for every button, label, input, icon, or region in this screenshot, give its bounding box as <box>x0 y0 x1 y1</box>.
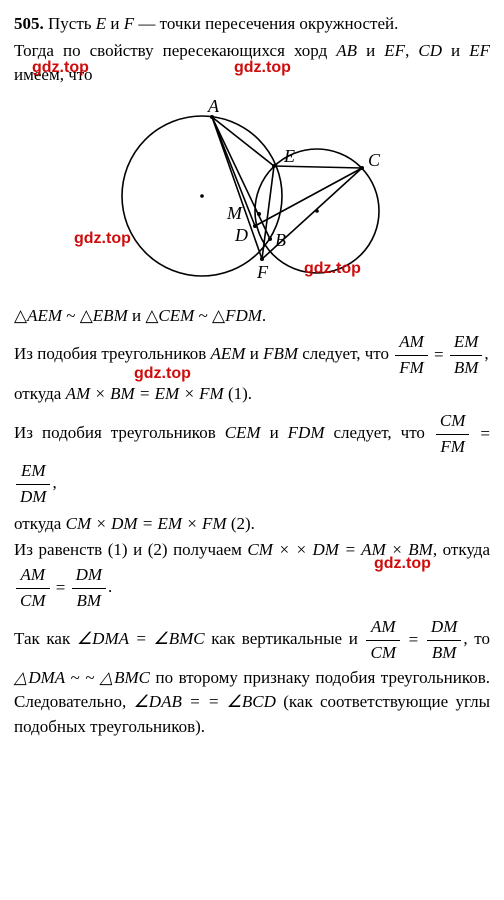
text: Пусть <box>48 14 96 33</box>
line-2: Тогда по свойству пересекающихся хорд AB… <box>14 39 490 88</box>
num: AM <box>366 615 400 641</box>
num: AM <box>16 563 50 589</box>
fraction: AMFM <box>395 330 428 380</box>
p2: Из подобия треугольников AEM и FBM следу… <box>14 330 490 380</box>
den: BM <box>427 641 461 666</box>
fraction: EMDM <box>16 459 50 509</box>
text: Тогда по свойству пересекающихся хорд <box>14 41 336 60</box>
tri-FBM: FBM <box>263 344 298 363</box>
angle: ∠DAB = <box>134 692 201 711</box>
text: Из равенств (1) и (2) получаем <box>14 540 247 559</box>
tri: △ <box>80 306 93 325</box>
text: Из подобия треугольников <box>14 344 211 363</box>
den: CM <box>16 589 50 614</box>
den: FM <box>395 356 428 381</box>
seg-AB: AB <box>336 41 357 60</box>
problem-number: 505. <box>14 14 44 33</box>
label-E: E <box>283 146 295 166</box>
p7: Так как ∠DMA = ∠BMC как вертикальные и A… <box>14 615 490 739</box>
den: FM <box>436 435 470 460</box>
label-A: A <box>207 96 220 116</box>
var-F: F <box>124 14 134 33</box>
diagram: A E C M D B F <box>14 96 490 294</box>
num: DM <box>427 615 461 641</box>
text: Так как <box>14 629 77 648</box>
text: и <box>261 423 288 442</box>
fraction: DMBM <box>72 563 106 613</box>
text: следует, что <box>298 344 393 363</box>
text: △ <box>14 306 27 325</box>
text: , то <box>463 629 490 648</box>
label-C: C <box>368 150 381 170</box>
text: (2). <box>227 514 255 533</box>
seg-CD: CD <box>418 41 442 60</box>
num: CM <box>436 409 470 435</box>
similarity-line: △AEM ~ △EBM и △CEM ~ △FDM. <box>14 304 490 329</box>
num: DM <box>72 563 106 589</box>
text: (1). <box>224 384 252 403</box>
eq: CM × DM = EM × FM <box>66 514 227 533</box>
p6: Из равенств (1) и (2) получаем CM × × DM… <box>14 538 490 613</box>
text: имеем, что <box>14 65 92 84</box>
var-E: E <box>96 14 106 33</box>
text: как вертикальные и <box>205 629 365 648</box>
tri: △ <box>145 306 158 325</box>
text: откуда <box>14 514 66 533</box>
label-D: D <box>234 225 248 245</box>
tri-FDM: FDM <box>288 423 325 442</box>
tri: △DMA ~ <box>14 668 80 687</box>
fraction: AMCM <box>366 615 400 665</box>
text: , <box>484 344 488 363</box>
tri: ~ △BMC <box>85 668 150 687</box>
tri-AEM: AEM <box>27 306 62 325</box>
text: — точки пересечения окружностей. <box>134 14 398 33</box>
text: и <box>106 14 124 33</box>
text: , откуда <box>433 540 490 559</box>
tri-CEM: CEM <box>225 423 261 442</box>
label-M: M <box>226 203 243 223</box>
eq: AM × BM = EM × FM <box>66 384 224 403</box>
text: . <box>108 577 112 596</box>
eq: ∠DMA = ∠BMC <box>77 629 205 648</box>
label-F: F <box>256 262 269 282</box>
p5: откуда CM × DM = EM × FM (2). <box>14 512 490 537</box>
tri-CEM: CEM <box>158 306 194 325</box>
num: AM <box>395 330 428 356</box>
den: CM <box>366 641 400 666</box>
p4: Из подобия треугольников CEM и FDM следу… <box>14 409 490 510</box>
tri-FDM: FDM <box>225 306 262 325</box>
text: ~ <box>194 306 212 325</box>
text: и <box>357 41 384 60</box>
text: откуда <box>14 384 66 403</box>
num: EM <box>450 330 483 356</box>
eq: × DM = AM × BM <box>295 540 432 559</box>
fraction: AMCM <box>16 563 50 613</box>
den: DM <box>16 485 50 510</box>
text: , <box>52 473 56 492</box>
fraction: DMBM <box>427 615 461 665</box>
fraction: CMFM <box>436 409 470 459</box>
tri: △ <box>212 306 225 325</box>
text: Из подобия треугольников <box>14 423 225 442</box>
den: BM <box>72 589 106 614</box>
eq: CM × <box>247 540 290 559</box>
text: следует, что <box>324 423 433 442</box>
intro-paragraph: 505. Пусть E и F — точки пересечения окр… <box>14 12 490 37</box>
text: и <box>245 344 263 363</box>
label-B: B <box>275 230 286 250</box>
seg-EF: EF <box>384 41 405 60</box>
num: EM <box>16 459 50 485</box>
text: , <box>405 41 418 60</box>
text: и <box>128 306 146 325</box>
tri-AEM: AEM <box>211 344 246 363</box>
tri-EBM: EBM <box>93 306 128 325</box>
p3: откуда AM × BM = EM × FM (1). <box>14 382 490 407</box>
angle: = ∠BCD <box>208 692 276 711</box>
den: BM <box>450 356 483 381</box>
seg-EF-2: EF <box>469 41 490 60</box>
text: ~ <box>62 306 80 325</box>
fraction: EMBM <box>450 330 483 380</box>
text: и <box>442 41 469 60</box>
